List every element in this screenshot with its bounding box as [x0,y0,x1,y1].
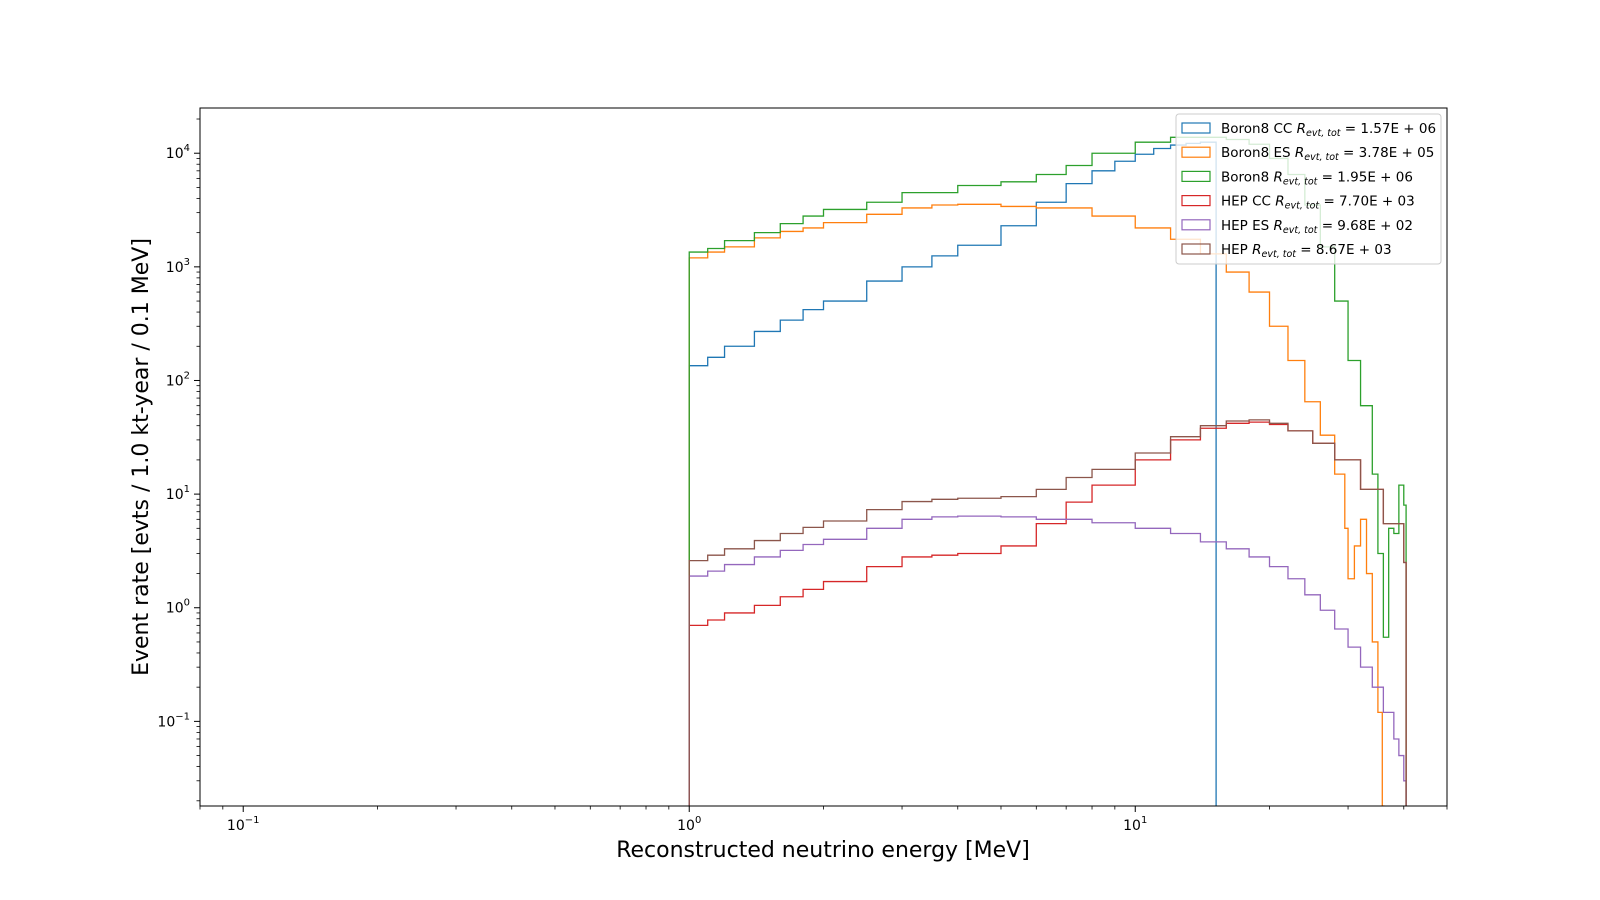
legend-swatch [1181,146,1211,158]
y-tick-label: 103 [166,257,190,276]
x-tick-label: 101 [1123,815,1147,834]
y-tick-label: 10−1 [157,711,190,730]
y-axis-label: Event rate [evts / 1.0 kt-year / 0.1 MeV… [129,238,154,676]
x-tick-label: 100 [677,815,701,834]
legend-label: HEP CC Revt, tot = 7.70E + 03 [1221,194,1415,212]
x-axis-label: Reconstructed neutrino energy [MeV] [616,838,1030,863]
legend-swatch [1181,170,1211,182]
y-tick-label: 104 [166,143,190,162]
series-line-hep-es [688,515,1407,806]
legend-swatch [1181,243,1211,255]
plot-area-frame [199,107,1448,807]
legend-label: HEP ES Revt, tot = 9.68E + 02 [1221,218,1413,236]
y-axis-ticks: 10−1 100 101 102 103 104 [157,118,200,802]
legend-label: Boron8 ES Revt, tot = 3.78E + 05 [1221,145,1434,163]
x-tick-label: 10−1 [227,815,260,834]
x-axis-ticks: 10−1 100 101 [199,806,1448,834]
legend-box [1175,113,1442,265]
legend-label: Boron8 CC Revt, tot = 1.57E + 06 [1221,121,1436,139]
y-tick-label: 101 [166,484,190,503]
legend-swatch [1181,219,1211,231]
legend-label: HEP Revt, tot = 8.67E + 03 [1221,242,1392,260]
legend-label: Boron8 Revt, tot = 1.95E + 06 [1221,169,1413,187]
legend: Boron8 CC Revt, tot = 1.57E + 06 Boron8 E… [1175,113,1442,265]
series-line-hep [688,419,1407,806]
series-line-boron8-cc [688,141,1217,806]
legend-swatch [1181,122,1211,134]
y-tick-label: 100 [166,598,190,617]
legend-swatch [1181,195,1211,207]
y-tick-label: 102 [166,370,190,389]
